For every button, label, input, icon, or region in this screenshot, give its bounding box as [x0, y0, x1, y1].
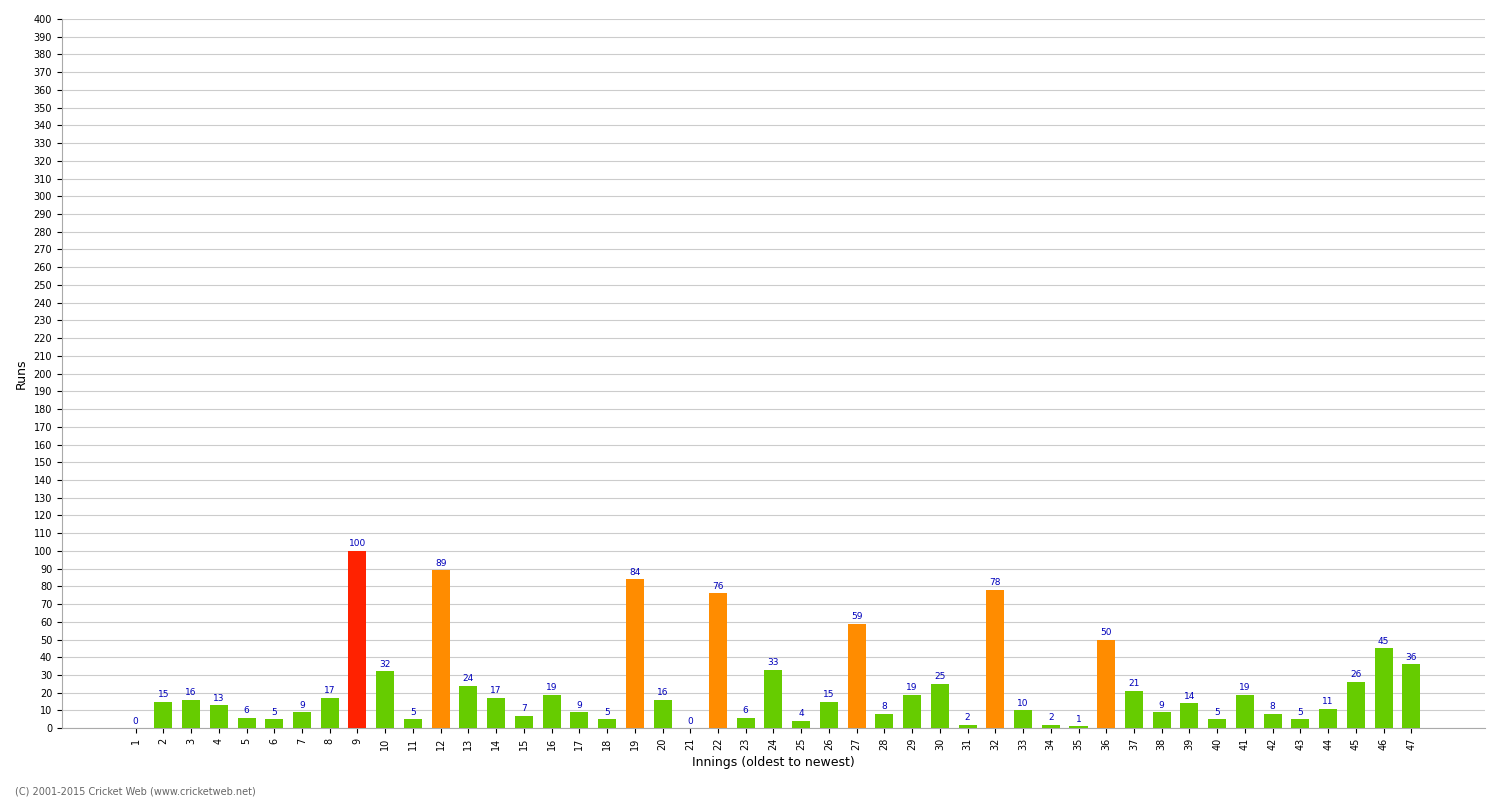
- Bar: [292, 712, 310, 728]
- Bar: [266, 719, 284, 728]
- Text: 84: 84: [628, 568, 640, 577]
- Bar: [182, 700, 200, 728]
- Text: 24: 24: [464, 674, 474, 683]
- Text: 15: 15: [824, 690, 834, 699]
- Bar: [1180, 703, 1198, 728]
- Text: 14: 14: [1184, 692, 1196, 701]
- Bar: [1318, 709, 1336, 728]
- Bar: [459, 686, 477, 728]
- Text: 9: 9: [298, 701, 304, 710]
- X-axis label: Innings (oldest to newest): Innings (oldest to newest): [692, 756, 855, 769]
- Bar: [1125, 691, 1143, 728]
- Bar: [847, 624, 865, 728]
- Text: 5: 5: [410, 708, 416, 717]
- Bar: [543, 694, 561, 728]
- Text: 26: 26: [1350, 670, 1362, 679]
- Text: 8: 8: [882, 702, 888, 711]
- Text: 16: 16: [657, 688, 669, 697]
- Bar: [376, 671, 394, 728]
- Text: 17: 17: [324, 686, 336, 695]
- Text: 36: 36: [1406, 653, 1417, 662]
- Text: 17: 17: [490, 686, 502, 695]
- Text: 1: 1: [1076, 714, 1082, 724]
- Bar: [1236, 694, 1254, 728]
- Bar: [1347, 682, 1365, 728]
- Text: 33: 33: [768, 658, 778, 667]
- Bar: [903, 694, 921, 728]
- Text: 21: 21: [1128, 679, 1140, 688]
- Bar: [348, 551, 366, 728]
- Text: 32: 32: [380, 660, 392, 669]
- Text: 10: 10: [1017, 699, 1029, 708]
- Bar: [654, 700, 672, 728]
- Bar: [404, 719, 422, 728]
- Bar: [1096, 639, 1116, 728]
- Text: 8: 8: [1270, 702, 1275, 711]
- Text: 5: 5: [1215, 708, 1219, 717]
- Text: 19: 19: [906, 683, 918, 692]
- Text: 6: 6: [742, 706, 748, 715]
- Text: 89: 89: [435, 558, 447, 568]
- Bar: [154, 702, 172, 728]
- Text: 59: 59: [850, 612, 862, 621]
- Text: 0: 0: [687, 717, 693, 726]
- Bar: [710, 594, 728, 728]
- Bar: [958, 725, 976, 728]
- Bar: [987, 590, 1005, 728]
- Text: 4: 4: [798, 710, 804, 718]
- Bar: [1152, 712, 1170, 728]
- Bar: [210, 705, 228, 728]
- Text: 16: 16: [186, 688, 196, 697]
- Text: 50: 50: [1101, 628, 1112, 637]
- Bar: [1014, 710, 1032, 728]
- Text: 5: 5: [1298, 708, 1304, 717]
- Text: 6: 6: [243, 706, 249, 715]
- Text: 19: 19: [546, 683, 558, 692]
- Text: 9: 9: [576, 701, 582, 710]
- Bar: [1042, 725, 1060, 728]
- Y-axis label: Runs: Runs: [15, 358, 28, 389]
- Text: 2: 2: [1048, 713, 1053, 722]
- Text: 7: 7: [520, 704, 526, 713]
- Text: 25: 25: [934, 672, 945, 682]
- Bar: [237, 718, 255, 728]
- Bar: [598, 719, 616, 728]
- Bar: [514, 716, 532, 728]
- Bar: [626, 579, 644, 728]
- Bar: [1402, 664, 1420, 728]
- Text: 11: 11: [1323, 697, 1334, 706]
- Bar: [1292, 719, 1310, 728]
- Bar: [1208, 719, 1225, 728]
- Text: 9: 9: [1160, 701, 1164, 710]
- Bar: [1070, 726, 1088, 728]
- Text: 0: 0: [132, 717, 138, 726]
- Bar: [321, 698, 339, 728]
- Text: 15: 15: [158, 690, 170, 699]
- Bar: [736, 718, 754, 728]
- Text: 76: 76: [712, 582, 723, 591]
- Bar: [1374, 649, 1392, 728]
- Text: (C) 2001-2015 Cricket Web (www.cricketweb.net): (C) 2001-2015 Cricket Web (www.cricketwe…: [15, 786, 255, 796]
- Text: 78: 78: [990, 578, 1000, 587]
- Bar: [432, 570, 450, 728]
- Bar: [876, 714, 894, 728]
- Bar: [792, 721, 810, 728]
- Bar: [1263, 714, 1281, 728]
- Bar: [821, 702, 839, 728]
- Bar: [765, 670, 783, 728]
- Bar: [488, 698, 506, 728]
- Text: 2: 2: [964, 713, 970, 722]
- Text: 100: 100: [350, 539, 366, 548]
- Text: 13: 13: [213, 694, 225, 702]
- Bar: [570, 712, 588, 728]
- Text: 5: 5: [272, 708, 278, 717]
- Text: 19: 19: [1239, 683, 1251, 692]
- Bar: [932, 684, 950, 728]
- Text: 5: 5: [604, 708, 610, 717]
- Text: 45: 45: [1378, 637, 1389, 646]
